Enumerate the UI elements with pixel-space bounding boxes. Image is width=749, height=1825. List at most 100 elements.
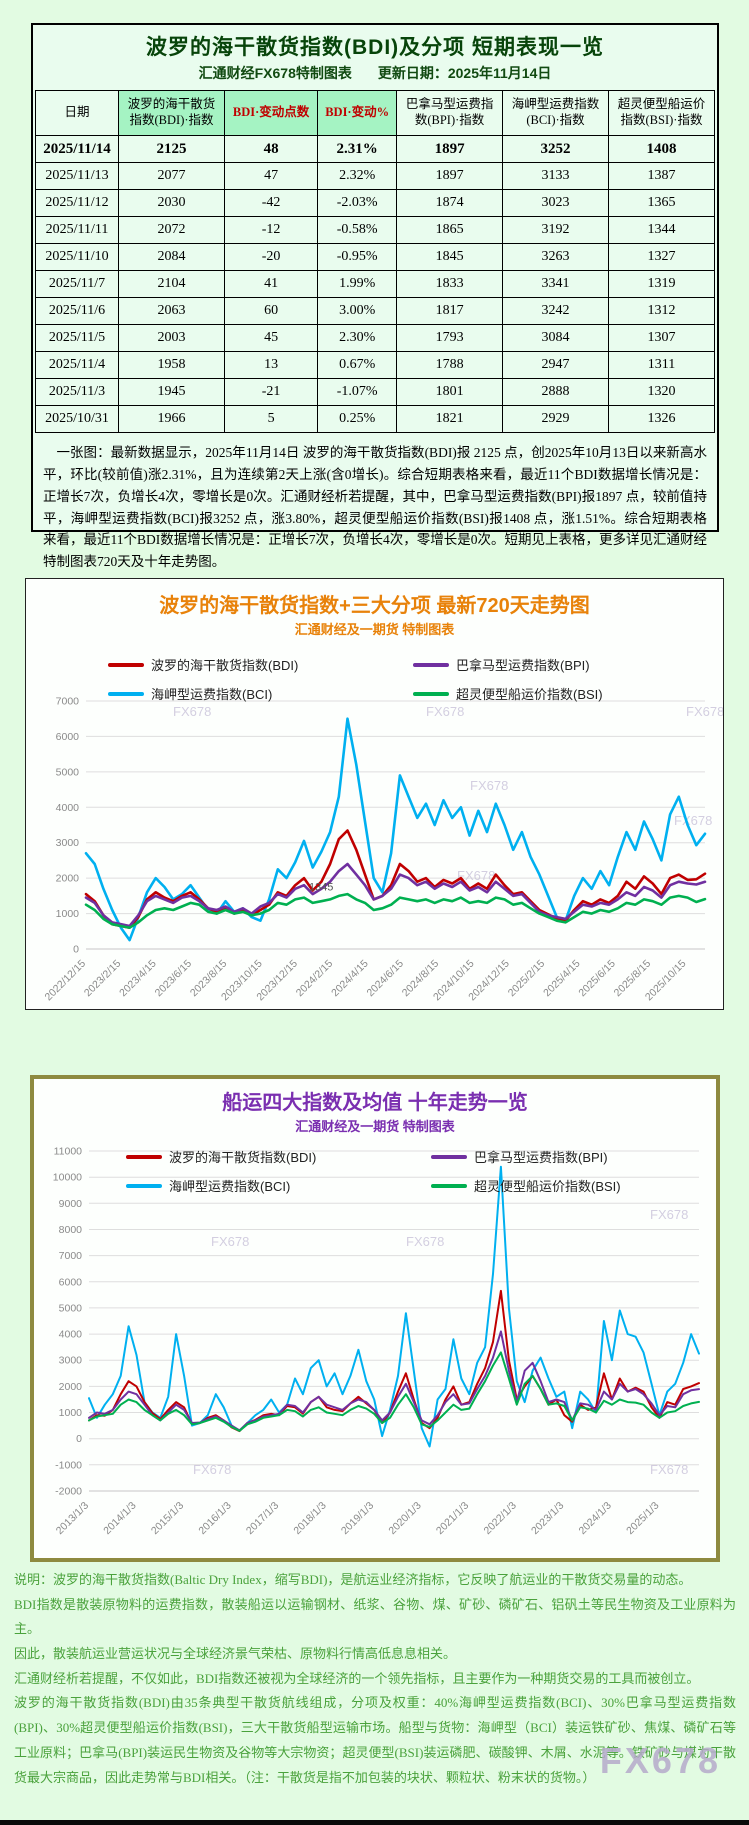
table-cell: 1.99% [317,270,398,298]
legend-item-bpi: 巴拿马型运费指数(BPI) [431,1147,686,1166]
x-tick-label: 2020/1/3 [386,1500,423,1537]
table-cell: 41 [223,270,319,298]
y-tick-label: 8000 [59,1224,83,1236]
table-cell: 13 [223,351,319,379]
chart-watermark: FX678 [406,1234,444,1249]
chart-watermark: FX678 [674,813,712,828]
chart-watermark: FX678 [426,704,464,719]
series-line-0 [84,829,707,930]
table-header-cell: BDI·变动点数 [223,90,319,136]
source-label: 汇通财经FX678特制图表 [198,65,352,81]
table-row: 2025/11/5 2003 45 2.30% 1793 3084 1307 [34,324,716,352]
table-cell: 3263 [502,243,609,271]
table-header-row: 日期 波罗的海干散货 指数(BDI)·指数 BDI·变动点数 BDI·变动% 巴拿马型运… [34,90,716,136]
table-cell: 3192 [502,216,609,244]
y-tick-label: 2000 [56,873,80,885]
x-tick-label: 2024/2/15 [294,958,336,1000]
bci-line-swatch [108,691,144,696]
table-cell: 1897 [396,162,504,190]
x-tick-label: 2022/12/15 [42,958,88,1004]
table-cell: -42 [223,189,319,217]
legend-label-bci: 海岬型运费指数(BCI) [151,687,273,702]
legend-label-bci: 海岬型运费指数(BCI) [169,1179,291,1194]
footer-paragraph: 波罗的海干散货指数(BDI)由35条典型干散货航线组成，分项及权重：40%海岬型… [14,1695,736,1785]
legend-item-bci: 海岬型运费指数(BCI) [108,684,413,703]
chart-10y-title: 船运四大指数及均值 十年走势一览 [222,1092,528,1114]
table-row: 2025/11/10 2084 -20 -0.95% 1845 3263 1327 [34,243,716,271]
legend-item-bpi: 巴拿马型运费指数(BPI) [413,655,683,674]
x-tick-label: 2023/2/15 [82,958,124,1000]
y-tick-label: 11000 [54,1146,83,1158]
table-row: 2025/10/31 1966 5 0.25% 1821 2929 1326 [34,405,716,433]
table-cell: 1845 [396,243,504,271]
table-cell: 3252 [502,135,609,163]
series-line-3 [88,1351,700,1432]
bsi-line-swatch [431,1183,467,1188]
panel-subtitle: 汇通财经FX678特制图表 更新日期：2025年11月14日 [33,63,717,83]
table-header-cell: 海岬型运费指数 (BCI)·指数 [502,90,609,136]
chart-720-panel: 波罗的海干散货指数+三大分项 最新720天走势图 汇通财经及一期货 特制图表 波… [25,578,724,1010]
table-cell: -0.58% [317,216,398,244]
table-cell: 1387 [607,162,716,190]
bpi-line-swatch [431,1154,467,1159]
table-cell: 2025/10/31 [34,405,120,433]
table-cell: 2025/11/13 [34,162,120,190]
legend-item-bsi: 超灵便型船运价指数(BSI) [413,684,683,703]
x-tick-label: 2025/2/15 [506,958,548,1000]
table-cell: 1958 [118,351,225,379]
table-header-cell: 波罗的海干散货 指数(BDI)·指数 [118,90,225,136]
x-tick-label: 2018/1/3 [291,1500,328,1537]
table-cell: 5 [223,405,319,433]
update-date: 更新日期：2025年11月14日 [377,65,552,81]
table-cell: 2025/11/4 [34,351,120,379]
x-tick-label: 2013/1/3 [54,1500,91,1537]
table-cell: 2025/11/7 [34,270,120,298]
table-row: 2025/11/11 2072 -12 -0.58% 1865 3192 1344 [34,216,716,244]
table-cell: 2929 [502,405,609,433]
chart-watermark: FX678 [650,1462,688,1477]
table-row: 2025/11/14 2125 48 2.31% 1897 3252 1408 [34,135,716,163]
bci-line-swatch [126,1183,162,1188]
table-cell: 2025/11/11 [34,216,120,244]
y-tick-label: 0 [73,944,79,956]
legend-label-bdi: 波罗的海干散货指数(BDI) [151,658,299,673]
bdi-line-swatch [126,1154,162,1159]
table-cell: 1365 [607,189,716,217]
table-row: 2025/11/12 2030 -42 -2.03% 1874 3023 1365 [34,189,716,217]
table-cell: -1.07% [317,378,398,406]
table-cell: 47 [223,162,319,190]
legend-label-bpi: 巴拿马型运费指数(BPI) [456,658,590,673]
chart-watermark: FX678 [173,704,211,719]
bdi-line-swatch [108,662,144,667]
table-cell: 2947 [502,351,609,379]
chart-720-legend: 波罗的海干散货指数(BDI) 巴拿马型运费指数(BPI) 海岬型运费指数(BCI… [108,655,683,703]
series-line-1 [84,862,707,928]
table-cell: 2025/11/5 [34,324,120,352]
table-cell: 2125 [118,135,225,163]
y-tick-label: 6000 [56,731,80,743]
table-cell: 48 [223,135,319,163]
series-line-1 [88,1330,700,1432]
series-line-2 [84,717,707,942]
table-cell: -20 [223,243,319,271]
table-header-cell: 超灵便型船运价 指数(BSI)·指数 [607,90,716,136]
x-tick-label: 2025/4/15 [541,958,583,1000]
series-line-3 [84,892,707,930]
y-tick-label: 7000 [56,696,80,708]
y-tick-label: 1000 [56,908,80,920]
table-cell: 2063 [118,297,225,325]
table-cell: 2.32% [317,162,398,190]
table-cell: 2.30% [317,324,398,352]
y-tick-label: 2000 [59,1381,83,1393]
chart-watermark: FX678 [193,1462,231,1477]
x-tick-label: 2023/1/3 [529,1500,566,1537]
bdi-short-term-panel: 波罗的海干散货指数(BDI)及分项 短期表现一览 汇通财经FX678特制图表 更新… [31,23,719,569]
y-tick-label: 4000 [56,802,80,814]
table-row: 2025/11/7 2104 41 1.99% 1833 3341 1319 [34,270,716,298]
table-cell: 3084 [502,324,609,352]
y-tick-label: 0 [76,1433,82,1445]
legend-item-bci: 海岬型运费指数(BCI) [126,1176,431,1195]
legend-label-bdi: 波罗的海干散货指数(BDI) [169,1150,317,1165]
footer-paragraph: 汇通财经析若提醒，不仅如此，BDI指数还被视为全球经济的一个领先指标，且主要作为… [14,1670,700,1686]
table-cell: 2025/11/12 [34,189,120,217]
